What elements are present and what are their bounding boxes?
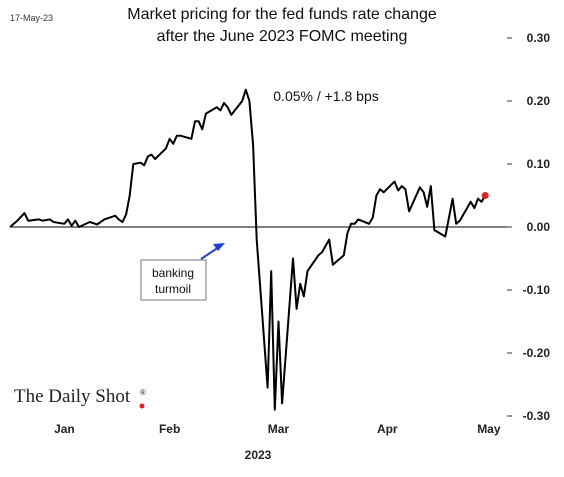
date-stamp: 17-May-23 — [10, 13, 53, 23]
chart-title-line-1: Market pricing for the fed funds rate ch… — [127, 6, 437, 23]
latest-value-annotation: 0.05% / +1.8 bps — [273, 88, 378, 104]
brand-logo: The Daily Shot ® — [14, 386, 146, 409]
callout-line-2: turmoil — [155, 282, 191, 296]
series-line — [9, 88, 487, 411]
x-axis: Jan Feb Mar Apr May — [54, 422, 501, 436]
y-tick-label: -0.10 — [523, 283, 551, 297]
callout-line-1: banking — [152, 266, 194, 280]
y-tick-label: 0.30 — [527, 31, 551, 45]
x-tick-label: Jan — [54, 422, 75, 436]
y-tick-label: 0.00 — [527, 220, 551, 234]
callout-box — [140, 259, 207, 301]
last-point-marker — [481, 192, 489, 199]
callout-arrowhead — [213, 243, 225, 251]
chart-title-line-2: after the June 2023 FOMC meeting — [157, 28, 408, 45]
y-tick-label: 0.20 — [527, 94, 551, 108]
x-tick-label: May — [477, 422, 501, 436]
x-tick-label: Mar — [268, 422, 290, 436]
y-axis: 0.30 0.20 0.10 0.00 -0.10 -0.20 -0.30 — [507, 31, 550, 423]
x-tick-label: Feb — [159, 422, 180, 436]
callout-arrow — [200, 246, 220, 260]
x-tick-label: Apr — [377, 422, 398, 436]
y-tick-label: -0.30 — [523, 409, 551, 423]
brand-name: The Daily Shot — [14, 386, 131, 407]
y-tick-label: -0.20 — [523, 346, 551, 360]
brand-dot-icon — [139, 403, 145, 409]
brand-registered-mark: ® — [140, 388, 146, 397]
banking-turmoil-callout: banking turmoil — [140, 243, 225, 301]
x-axis-label: 2023 — [245, 448, 272, 462]
y-tick-label: 0.10 — [527, 157, 551, 171]
